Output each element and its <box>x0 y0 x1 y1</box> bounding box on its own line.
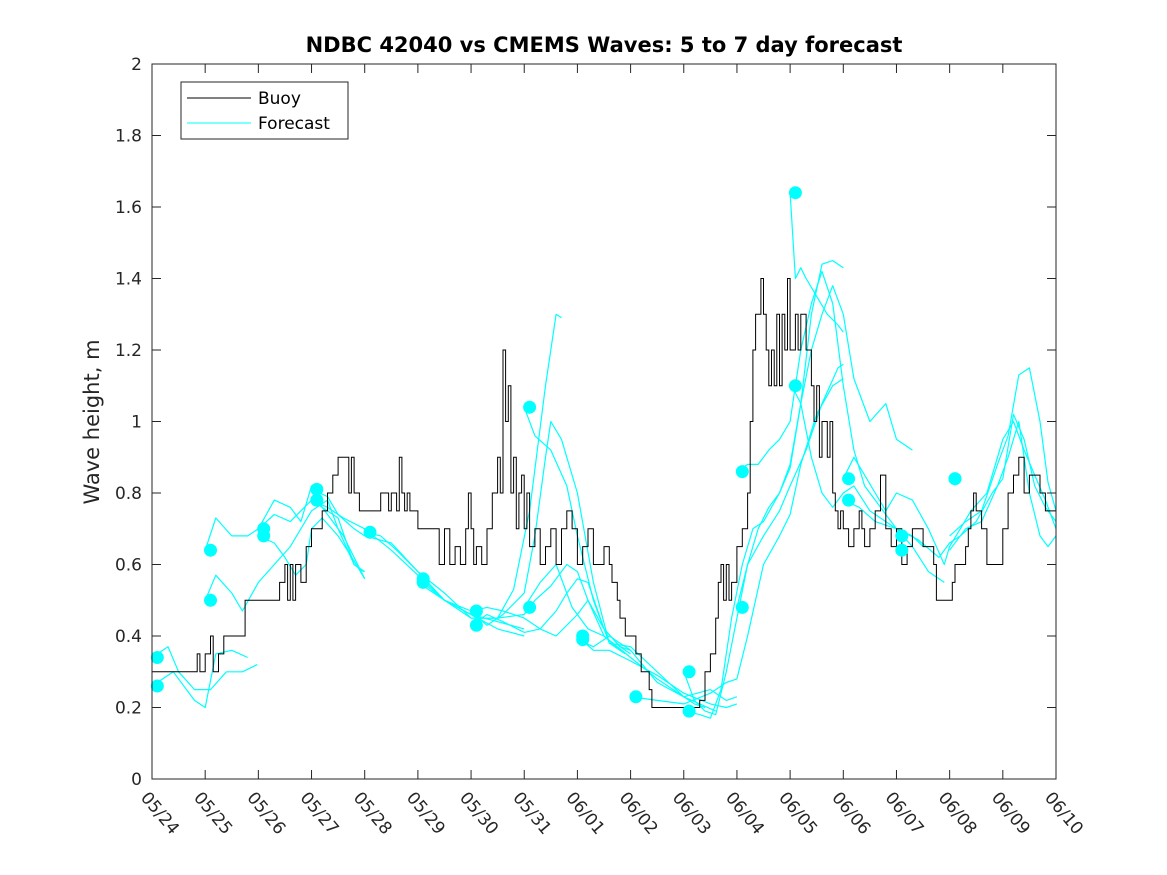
y-tick-label: 1.6 <box>115 198 142 218</box>
plot-area <box>150 63 1057 780</box>
buoy-line <box>152 278 1057 708</box>
forecast-marker-4 <box>204 593 217 607</box>
forecast-line-4 <box>204 499 366 573</box>
forecast-marker-8 <box>310 493 324 507</box>
forecast-marker-28 <box>895 529 909 543</box>
forecast-marker-14 <box>523 400 537 414</box>
forecast-marker-1 <box>150 651 164 664</box>
forecast-marker-30 <box>948 472 962 486</box>
legend-buoy-label: Buoy <box>258 89 301 109</box>
forecast-marker-11 <box>416 575 430 589</box>
forecast-marker-3 <box>204 543 217 557</box>
forecast-line-15 <box>523 563 716 712</box>
forecast-line-18 <box>630 378 844 705</box>
forecast-marker-23 <box>788 186 802 200</box>
forecast-marker-25 <box>842 472 856 486</box>
forecast-marker-6 <box>257 529 271 543</box>
y-tick-label: 0.2 <box>115 699 142 719</box>
forecast-markers <box>150 186 962 718</box>
buoy-series <box>152 278 1057 708</box>
forecast-line-3 <box>204 499 364 612</box>
forecast-marker-24 <box>788 379 802 393</box>
forecast-marker-26 <box>842 493 856 507</box>
forecast-marker-18 <box>629 690 643 704</box>
forecast-marker-27 <box>895 543 909 557</box>
forecast-line-13 <box>470 599 621 651</box>
y-tick-label: 0.8 <box>115 484 142 504</box>
forecast-marker-7 <box>310 482 324 496</box>
forecast-line-8 <box>311 499 525 637</box>
y-axis-label: Wave height, m <box>80 339 104 504</box>
forecast-line-12 <box>470 578 631 651</box>
forecast-marker-20 <box>682 704 696 718</box>
y-tick-label: 0 <box>131 770 142 790</box>
forecast-line-21 <box>736 285 913 608</box>
y-tick-label: 0.6 <box>115 556 142 576</box>
y-tick-label: 1 <box>131 413 142 433</box>
legend-box <box>180 81 349 140</box>
forecast-marker-12 <box>469 604 483 618</box>
forecast-line-25 <box>842 420 1057 566</box>
forecast-line-7 <box>311 488 525 630</box>
forecast-line-16 <box>577 635 738 709</box>
forecast-marker-21 <box>735 465 749 479</box>
forecast-marker-15 <box>523 600 537 614</box>
y-tick-label: 2 <box>131 55 142 75</box>
forecast-line-27 <box>949 367 1057 537</box>
y-tick-label: 0.4 <box>115 627 142 647</box>
forecast-line-28 <box>949 420 1057 551</box>
forecast-marker-9 <box>363 525 377 539</box>
forecast-line-23 <box>789 192 844 333</box>
forecast-line-24 <box>789 385 945 583</box>
y-tick-label: 1.8 <box>115 127 142 147</box>
legend-forecast-label: Forecast <box>258 114 330 134</box>
forecast-line-17 <box>577 635 738 702</box>
y-tick-label: 1.2 <box>115 341 142 361</box>
axes-background <box>152 64 1056 779</box>
forecast-marker-13 <box>469 618 483 632</box>
chart-title: NDBC 42040 vs CMEMS Waves: 5 to 7 day fo… <box>306 33 903 57</box>
forecast-marker-22 <box>735 600 749 614</box>
forecast-line-1 <box>151 646 258 691</box>
y-axis-ticks: 0 0.2 0.4 0.6 0.8 1 1.2 1.4 1.6 1.8 2 <box>115 55 1056 790</box>
legend: Buoy Forecast <box>180 81 349 140</box>
y-tick-label: 1.4 <box>115 270 142 290</box>
forecast-marker-19 <box>682 665 696 679</box>
forecast-marker-2 <box>150 679 164 693</box>
forecast-marker-17 <box>576 633 590 647</box>
